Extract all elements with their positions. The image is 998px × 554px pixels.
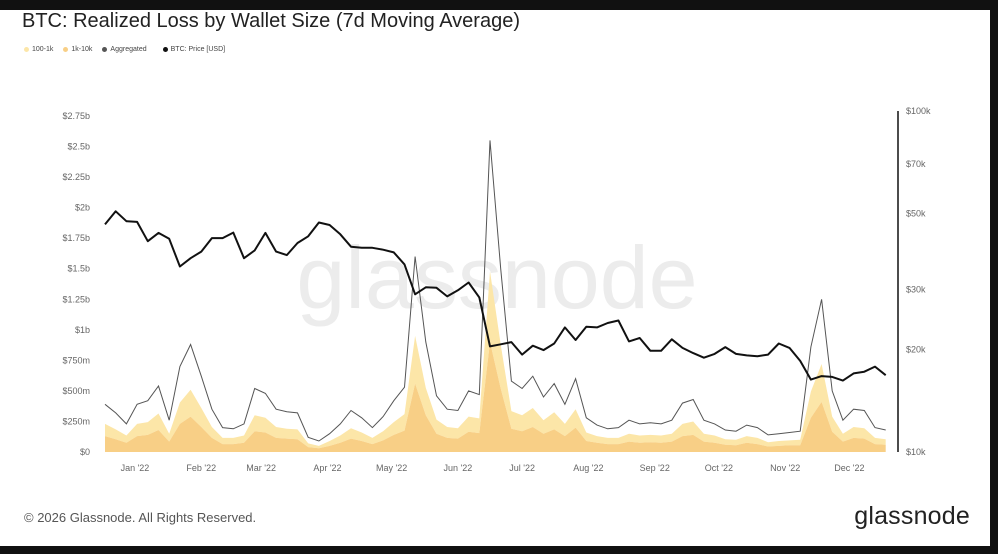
left-axis-tick-label: $500m (62, 386, 90, 396)
legend-item-aggregated[interactable]: Aggregated (102, 46, 147, 53)
legend-swatch-icon (24, 47, 29, 52)
area-1k-10k (105, 342, 886, 452)
left-axis-tick-label: $1b (75, 325, 90, 335)
x-axis-tick-label: Aug '22 (573, 463, 603, 473)
left-axis-tick-label: $1.5b (67, 264, 90, 274)
left-axis-tick-label: $2b (75, 203, 90, 213)
copyright: © 2026 Glassnode. All Rights Reserved. (24, 510, 257, 525)
chart-panel (0, 10, 990, 546)
right-axis-tick-label: $20k (906, 344, 926, 354)
right-axis-tick-label: $100k (906, 106, 931, 116)
right-axis-tick-label: $70k (906, 159, 926, 169)
line-btc-price (104, 210, 887, 382)
legend-label: 1k-10k (71, 46, 93, 53)
legend-swatch-icon (102, 47, 108, 52)
x-axis-tick-label: Apr '22 (313, 463, 341, 473)
x-axis-tick-label: Feb '22 (186, 463, 216, 473)
x-axis-tick-label: Dec '22 (834, 463, 864, 473)
left-axis-tick-label: $2.5b (67, 142, 90, 152)
legend-label: BTC: Price [USD] (170, 46, 226, 53)
legend-item-btc-price[interactable]: BTC: Price [USD] (162, 46, 226, 53)
legend-label: Aggregated (110, 46, 147, 53)
x-axis-tick-label: Oct '22 (705, 463, 733, 473)
x-axis-tick-label: Jul '22 (509, 463, 535, 473)
x-axis-tick-label: Sep '22 (640, 463, 670, 473)
legend-swatch-icon (162, 47, 168, 52)
left-axis-tick-label: $2.25b (62, 172, 90, 182)
x-axis-tick-label: Mar '22 (246, 463, 276, 473)
watermark: glassnode (296, 228, 697, 327)
legend-label: 100-1k (32, 46, 54, 53)
left-axis-tick-label: $2.75b (62, 111, 90, 121)
x-axis-tick-label: Nov '22 (770, 463, 800, 473)
left-axis-tick-label: $1.25b (62, 294, 90, 304)
x-axis-tick-label: Jan '22 (121, 463, 150, 473)
legend-swatch-icon (63, 47, 69, 52)
left-axis-tick-label: $1.75b (62, 233, 90, 243)
right-axis-tick-label: $10k (906, 447, 926, 457)
left-axis-tick-label: $0 (80, 447, 90, 457)
left-axis-tick-label: $250m (62, 416, 90, 426)
legend: 100-1k 1k-10k Aggregated BTC: Price [USD… (24, 46, 225, 53)
glassnode-logo[interactable]: glassnode (854, 502, 970, 530)
right-axis-tick-label: $30k (906, 284, 926, 294)
area-100-1k (105, 271, 886, 449)
x-axis-tick-label: Jun '22 (444, 463, 473, 473)
legend-item-100-1k[interactable]: 100-1k (24, 46, 53, 53)
chart-title: BTC: Realized Loss by Wallet Size (7d Mo… (22, 10, 520, 32)
left-axis-tick-label: $750m (62, 355, 90, 365)
line-aggregated (104, 140, 886, 442)
x-axis-tick-label: May '22 (376, 463, 407, 473)
legend-item-1k-10k[interactable]: 1k-10k (63, 46, 92, 53)
right-axis-tick-label: $50k (906, 209, 926, 219)
